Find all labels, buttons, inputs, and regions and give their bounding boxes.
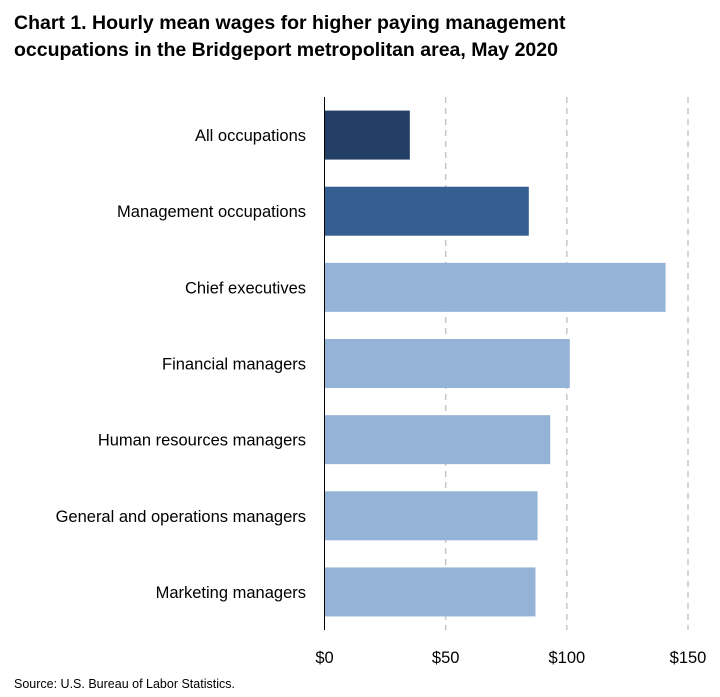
category-label-5: General and operations managers xyxy=(56,508,306,526)
x-tick-label-2: $100 xyxy=(548,649,585,667)
category-label-1: Management occupations xyxy=(117,203,306,221)
bar-4 xyxy=(325,415,551,465)
category-label-0: All occupations xyxy=(195,127,306,145)
bar-1 xyxy=(325,186,529,236)
source-note: Source: U.S. Bureau of Labor Statistics. xyxy=(14,677,235,691)
category-label-4: Human resources managers xyxy=(98,432,306,450)
category-label-2: Chief executives xyxy=(185,279,306,297)
bars xyxy=(325,110,666,617)
bar-3 xyxy=(325,339,570,388)
bar-2 xyxy=(325,262,666,312)
x-tick-label-3: $150 xyxy=(670,649,707,667)
x-tick-label-0: $0 xyxy=(315,649,333,667)
bar-0 xyxy=(325,110,410,160)
x-tick-label-1: $50 xyxy=(432,649,460,667)
bar-6 xyxy=(325,567,536,617)
bar-5 xyxy=(325,491,538,541)
chart-title-line-2: occupations in the Bridgeport metropolit… xyxy=(14,39,558,61)
category-labels: All occupations Management occupations Chi… xyxy=(56,127,306,602)
chart-title: Chart 1. Hourly mean wages for higher pa… xyxy=(14,10,704,64)
category-label-3: Financial managers xyxy=(162,356,306,374)
category-label-6: Marketing managers xyxy=(156,584,306,602)
x-axis-ticks: $0 $50 $100 $150 xyxy=(315,649,706,667)
chart-title-line-1: Chart 1. Hourly mean wages for higher pa… xyxy=(14,12,566,34)
